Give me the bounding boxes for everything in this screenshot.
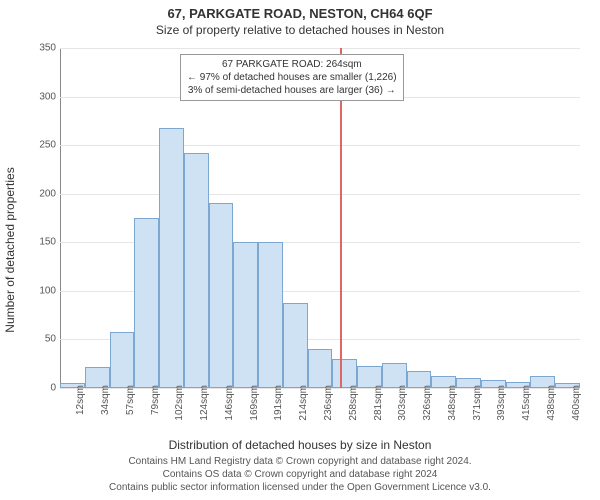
histogram-bar	[258, 242, 283, 388]
y-tick-label: 300	[26, 91, 56, 102]
x-tick-label: 348sqm	[447, 385, 458, 421]
y-tick-label: 0	[26, 383, 56, 394]
x-tick-label: 281sqm	[373, 385, 384, 421]
x-tick-label: 12sqm	[75, 385, 86, 415]
histogram-bar	[209, 203, 234, 388]
y-axis-line	[60, 48, 61, 388]
x-tick-label: 371sqm	[472, 385, 483, 421]
y-tick-label: 50	[26, 334, 56, 345]
chart-subtitle: Size of property relative to detached ho…	[0, 23, 600, 37]
y-axis-label: Number of detached properties	[3, 167, 17, 332]
histogram-bar	[159, 128, 184, 388]
x-tick-label: 393sqm	[496, 385, 507, 421]
y-tick-label: 150	[26, 237, 56, 248]
x-tick-label: 303sqm	[397, 385, 408, 421]
x-tick-label: 460sqm	[571, 385, 582, 421]
y-tick-label: 250	[26, 140, 56, 151]
info-annotation-box: 67 PARKGATE ROAD: 264sqm← 97% of detache…	[180, 54, 404, 101]
x-tick-label: 34sqm	[100, 385, 111, 415]
credit-line: Contains public sector information licen…	[0, 481, 600, 494]
histogram-bar	[233, 242, 258, 388]
histogram-bar	[184, 153, 209, 388]
gridline	[60, 145, 580, 146]
x-tick-label: 79sqm	[150, 385, 161, 415]
histogram-plot: 05010015020025030035012sqm34sqm57sqm79sq…	[60, 48, 580, 388]
gridline	[60, 194, 580, 195]
histogram-bar	[308, 349, 333, 388]
credit-line: Contains HM Land Registry data © Crown c…	[0, 455, 600, 468]
y-tick-label: 200	[26, 188, 56, 199]
x-tick-label: 124sqm	[199, 385, 210, 421]
x-tick-label: 146sqm	[224, 385, 235, 421]
y-tick-label: 100	[26, 285, 56, 296]
histogram-bar	[110, 332, 135, 388]
chart-title: 67, PARKGATE ROAD, NESTON, CH64 6QF	[0, 0, 600, 21]
x-tick-label: 236sqm	[323, 385, 334, 421]
x-tick-label: 438sqm	[546, 385, 557, 421]
infobox-line: 3% of semi-detached houses are larger (3…	[187, 84, 397, 97]
gridline	[60, 48, 580, 49]
x-tick-label: 415sqm	[521, 385, 532, 421]
x-tick-label: 191sqm	[273, 385, 284, 421]
histogram-bar	[283, 303, 308, 388]
x-tick-label: 102sqm	[174, 385, 185, 421]
x-tick-label: 169sqm	[249, 385, 260, 421]
credit-line: Contains OS data © Crown copyright and d…	[0, 468, 600, 481]
x-tick-label: 326sqm	[422, 385, 433, 421]
infobox-line: 67 PARKGATE ROAD: 264sqm	[187, 58, 397, 71]
credit-block: Contains HM Land Registry data © Crown c…	[0, 455, 600, 494]
x-tick-label: 214sqm	[298, 385, 309, 421]
infobox-line: ← 97% of detached houses are smaller (1,…	[187, 71, 397, 84]
histogram-bar	[134, 218, 159, 388]
x-axis-label: Distribution of detached houses by size …	[0, 438, 600, 452]
x-tick-label: 57sqm	[125, 385, 136, 415]
x-tick-label: 258sqm	[348, 385, 359, 421]
y-tick-label: 350	[26, 43, 56, 54]
histogram-bar	[332, 359, 357, 388]
